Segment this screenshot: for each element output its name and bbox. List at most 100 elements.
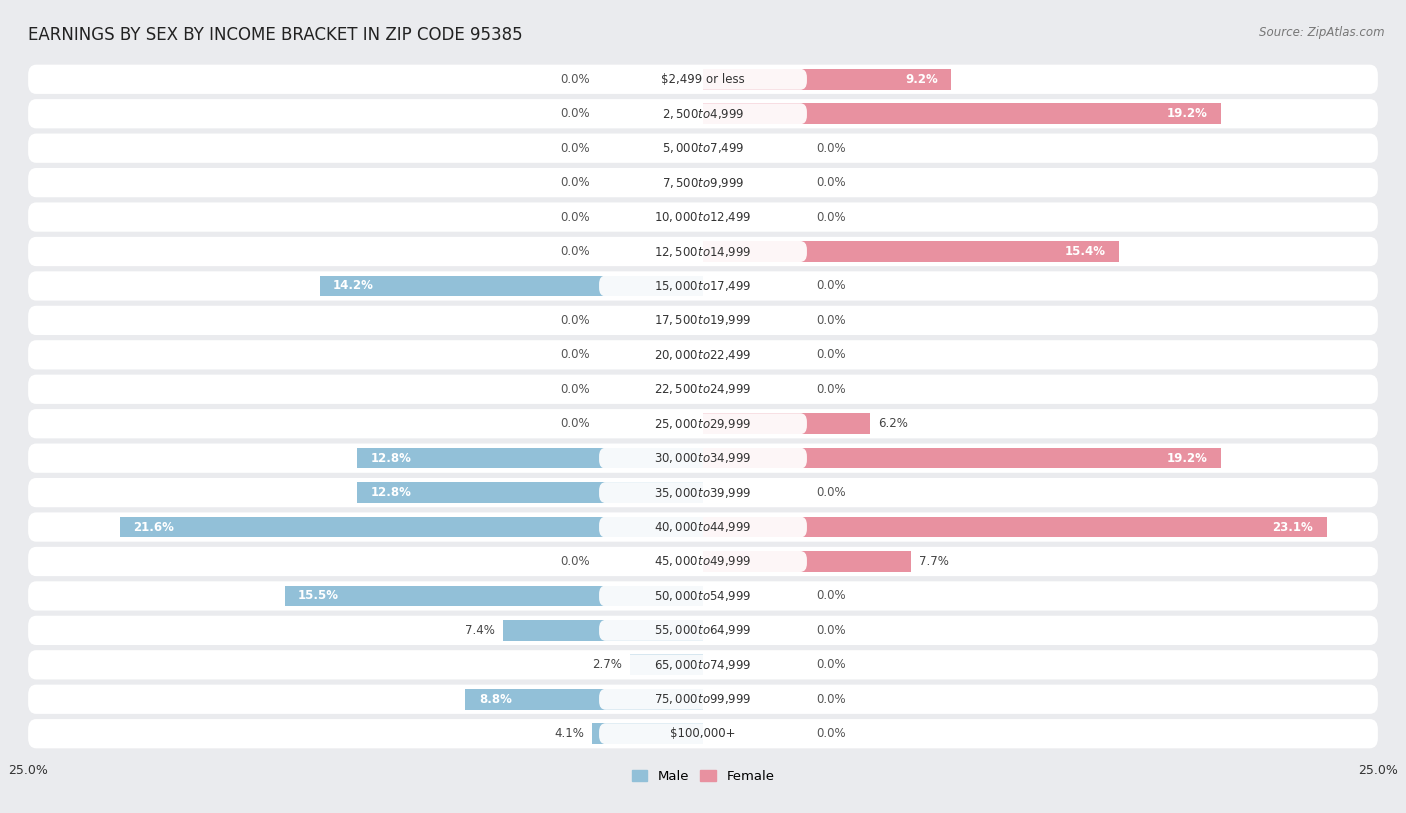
Text: $65,000 to $74,999: $65,000 to $74,999 [654,658,752,672]
Bar [703,517,1327,537]
Text: 6.2%: 6.2% [879,417,908,430]
Text: 8.8%: 8.8% [479,693,512,706]
FancyBboxPatch shape [28,650,1378,680]
Bar [703,413,870,434]
FancyBboxPatch shape [599,551,807,572]
Text: 0.0%: 0.0% [560,348,589,361]
Text: $2,500 to $4,999: $2,500 to $4,999 [662,107,744,121]
Text: 0.0%: 0.0% [817,383,846,396]
FancyBboxPatch shape [599,276,807,297]
FancyBboxPatch shape [599,516,807,537]
Bar [703,69,952,89]
FancyBboxPatch shape [599,413,807,434]
Bar [703,551,911,572]
Text: 0.0%: 0.0% [817,589,846,602]
Bar [357,448,703,468]
Text: 12.8%: 12.8% [371,452,412,465]
Text: $45,000 to $49,999: $45,000 to $49,999 [654,554,752,568]
Text: $35,000 to $39,999: $35,000 to $39,999 [654,485,752,500]
FancyBboxPatch shape [28,512,1378,541]
FancyBboxPatch shape [28,547,1378,576]
FancyBboxPatch shape [599,448,807,468]
FancyBboxPatch shape [28,581,1378,611]
FancyBboxPatch shape [599,482,807,503]
Text: 0.0%: 0.0% [817,486,846,499]
Text: 19.2%: 19.2% [1167,107,1208,120]
Text: 21.6%: 21.6% [134,520,174,533]
Bar [120,517,703,537]
Bar [630,654,703,675]
Bar [503,620,703,641]
FancyBboxPatch shape [28,615,1378,645]
Text: 0.0%: 0.0% [817,693,846,706]
Text: $12,500 to $14,999: $12,500 to $14,999 [654,245,752,259]
FancyBboxPatch shape [28,202,1378,232]
Bar [592,724,703,744]
Text: $25,000 to $29,999: $25,000 to $29,999 [654,417,752,431]
FancyBboxPatch shape [599,620,807,641]
FancyBboxPatch shape [28,478,1378,507]
FancyBboxPatch shape [599,310,807,331]
FancyBboxPatch shape [28,375,1378,404]
FancyBboxPatch shape [599,241,807,262]
Text: Source: ZipAtlas.com: Source: ZipAtlas.com [1260,26,1385,39]
FancyBboxPatch shape [28,306,1378,335]
Text: 0.0%: 0.0% [817,348,846,361]
Text: $20,000 to $22,499: $20,000 to $22,499 [654,348,752,362]
FancyBboxPatch shape [599,585,807,606]
Text: 0.0%: 0.0% [560,314,589,327]
Text: 9.2%: 9.2% [905,73,938,86]
FancyBboxPatch shape [599,654,807,676]
Text: 0.0%: 0.0% [817,280,846,293]
Bar [284,585,703,606]
Text: 15.5%: 15.5% [298,589,339,602]
Text: 0.0%: 0.0% [560,107,589,120]
Text: $75,000 to $99,999: $75,000 to $99,999 [654,692,752,706]
Text: 19.2%: 19.2% [1167,452,1208,465]
Text: 0.0%: 0.0% [817,176,846,189]
Text: 0.0%: 0.0% [560,383,589,396]
Text: 0.0%: 0.0% [817,314,846,327]
FancyBboxPatch shape [599,137,807,159]
FancyBboxPatch shape [28,340,1378,369]
FancyBboxPatch shape [28,685,1378,714]
Text: 0.0%: 0.0% [817,727,846,740]
Bar [357,482,703,503]
FancyBboxPatch shape [28,168,1378,198]
Text: 4.1%: 4.1% [554,727,585,740]
Text: 0.0%: 0.0% [817,141,846,154]
FancyBboxPatch shape [599,724,807,744]
FancyBboxPatch shape [599,689,807,710]
Text: EARNINGS BY SEX BY INCOME BRACKET IN ZIP CODE 95385: EARNINGS BY SEX BY INCOME BRACKET IN ZIP… [28,26,523,44]
Bar [703,241,1119,262]
Text: 0.0%: 0.0% [560,141,589,154]
FancyBboxPatch shape [28,444,1378,473]
Text: 14.2%: 14.2% [333,280,374,293]
Text: 15.4%: 15.4% [1064,245,1105,258]
FancyBboxPatch shape [28,272,1378,301]
Text: $50,000 to $54,999: $50,000 to $54,999 [654,589,752,603]
Text: 0.0%: 0.0% [560,555,589,568]
Text: $5,000 to $7,499: $5,000 to $7,499 [662,141,744,155]
Bar [703,448,1222,468]
FancyBboxPatch shape [599,207,807,228]
Text: 0.0%: 0.0% [817,624,846,637]
Text: $2,499 or less: $2,499 or less [661,73,745,86]
FancyBboxPatch shape [599,69,807,89]
Text: 0.0%: 0.0% [560,176,589,189]
FancyBboxPatch shape [28,133,1378,163]
FancyBboxPatch shape [599,379,807,400]
Text: $22,500 to $24,999: $22,500 to $24,999 [654,382,752,396]
Bar [465,689,703,710]
FancyBboxPatch shape [599,345,807,365]
Text: $100,000+: $100,000+ [671,727,735,740]
Text: $17,500 to $19,999: $17,500 to $19,999 [654,313,752,328]
Bar [703,103,1222,124]
FancyBboxPatch shape [28,237,1378,266]
Text: 0.0%: 0.0% [560,245,589,258]
Text: $10,000 to $12,499: $10,000 to $12,499 [654,210,752,224]
Text: 7.4%: 7.4% [465,624,495,637]
Text: $15,000 to $17,499: $15,000 to $17,499 [654,279,752,293]
FancyBboxPatch shape [28,65,1378,94]
Text: $55,000 to $64,999: $55,000 to $64,999 [654,624,752,637]
